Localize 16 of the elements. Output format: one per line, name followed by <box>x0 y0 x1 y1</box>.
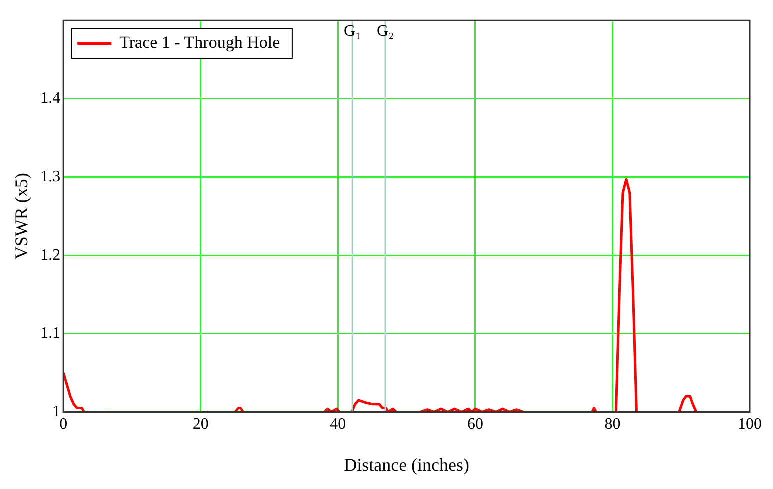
ref-line-label: G₂ <box>376 22 394 40</box>
x-tick-label: 40 <box>330 416 346 434</box>
y-tick-label: 1 <box>52 403 61 420</box>
x-tick-label: 80 <box>604 416 621 434</box>
x-tick-label: 100 <box>738 416 762 434</box>
y-axis-title: VSWR (x5) <box>12 173 32 260</box>
y-tick-label: 1.3 <box>40 168 61 186</box>
x-axis-title: Distance (inches) <box>344 454 470 475</box>
y-tick-label: 1.4 <box>40 90 61 108</box>
x-tick-label: 20 <box>192 416 209 434</box>
legend-label: Trace 1 - Through Hole <box>120 33 280 52</box>
x-tick-label: 0 <box>60 416 68 434</box>
ref-line-label: G₁ <box>344 22 362 40</box>
y-tick-label: 1.1 <box>40 325 61 342</box>
x-tick-label: 60 <box>467 416 484 434</box>
y-tick-label: 1.2 <box>40 246 61 264</box>
